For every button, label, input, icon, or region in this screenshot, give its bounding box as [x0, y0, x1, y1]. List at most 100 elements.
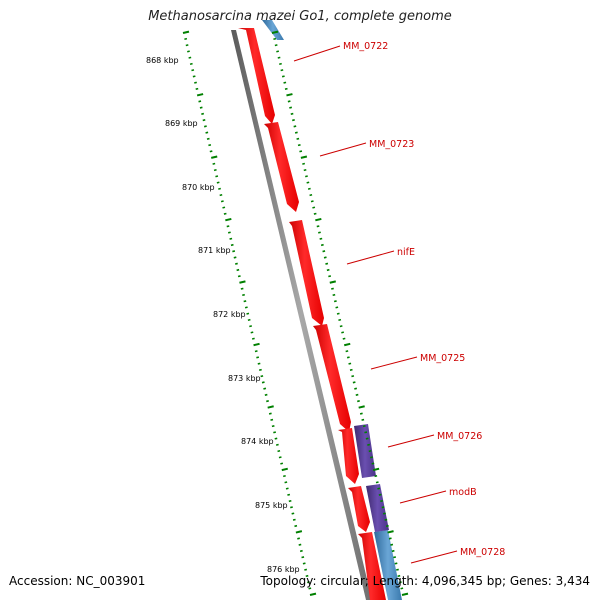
right-ruler-minor-tick [274, 44, 278, 47]
left-ruler-minor-tick [187, 50, 190, 53]
right-ruler-minor-tick [346, 356, 350, 359]
right-ruler-minor-tick [384, 518, 388, 521]
map-title: Methanosarcina mazei Go1, complete genom… [148, 9, 452, 24]
right-ruler-minor-tick [318, 231, 321, 234]
left-ruler-minor-tick [219, 193, 223, 197]
right-ruler-minor-tick [328, 275, 332, 278]
left-ruler-minor-tick [236, 268, 240, 272]
right-ruler-minor-tick [338, 318, 342, 322]
right-ruler-major-tick [372, 467, 380, 472]
left-ruler-minor-tick [206, 137, 210, 140]
right-ruler-minor-tick [273, 37, 277, 41]
right-ruler-minor-tick [396, 568, 399, 571]
right-ruler-minor-tick [297, 144, 301, 147]
gene-label-mm-0728: MM_0728 [460, 547, 505, 558]
right-ruler-major-tick [329, 280, 337, 284]
right-ruler-minor-tick [320, 243, 324, 247]
left-ruler-minor-tick [260, 375, 264, 378]
left-ruler-minor-tick [302, 562, 306, 565]
right-ruler-minor-tick [310, 200, 314, 203]
left-ruler-minor-tick [275, 443, 279, 446]
left-ruler-minor-tick [247, 318, 251, 322]
right-ruler-minor-tick [309, 193, 313, 197]
connector-mm-0725 [370, 356, 418, 370]
left-ruler-minor-tick [298, 543, 302, 546]
gene-arrow-nife [289, 220, 324, 326]
right-ruler-minor-tick [296, 137, 300, 140]
right-ruler-minor-tick [281, 75, 285, 78]
left-ruler-minor-tick [209, 150, 213, 153]
left-ruler-minor-tick [192, 75, 196, 78]
right-ruler-minor-tick [323, 256, 327, 259]
left-ruler-minor-tick [188, 56, 192, 59]
left-ruler-major-tick [267, 405, 274, 409]
left-ruler-minor-tick [218, 187, 221, 190]
genome-summary-text: Topology: circular; Length: 4,096,345 bp… [260, 574, 590, 588]
right-ruler-minor-tick [293, 125, 297, 128]
gene-purple-mm-0726 [354, 424, 376, 478]
left-ruler-minor-tick [294, 524, 298, 528]
right-ruler-minor-tick [339, 325, 343, 328]
right-ruler-major-tick [358, 405, 365, 409]
left-ruler-minor-tick [195, 87, 199, 90]
left-ruler-minor-tick [251, 337, 255, 340]
gene-label-modb: modB [449, 487, 477, 498]
right-ruler-minor-tick [335, 306, 339, 309]
right-ruler-minor-tick [390, 543, 394, 546]
right-ruler-minor-tick [279, 62, 282, 66]
right-ruler-minor-tick [336, 312, 340, 315]
left-ruler-minor-tick [263, 387, 267, 390]
gene-label-nife: nifE [397, 247, 415, 258]
gene-blue-top [262, 20, 284, 40]
right-ruler-minor-tick [385, 524, 389, 528]
left-ruler-major-tick [253, 342, 260, 347]
right-ruler-minor-tick [371, 462, 375, 465]
left-ruler-minor-tick [229, 237, 233, 240]
left-ruler-minor-tick [215, 175, 219, 178]
left-ruler-minor-tick [305, 574, 309, 578]
right-ruler-minor-tick [345, 350, 349, 353]
right-ruler-minor-tick [302, 162, 306, 165]
kbp-label: 871 kbp [198, 246, 231, 255]
gene-label-connectors [293, 45, 458, 564]
right-ruler-minor-tick [381, 506, 385, 509]
right-ruler-minor-tick [362, 425, 366, 428]
right-ruler-minor-tick [342, 337, 346, 340]
left-ruler-minor-tick [201, 112, 205, 115]
left-ruler-minor-tick [270, 418, 274, 421]
tick-ruler-left [182, 30, 317, 596]
right-ruler-minor-tick [364, 431, 368, 434]
right-ruler-minor-tick [361, 418, 365, 421]
right-ruler-minor-tick [284, 87, 288, 90]
left-ruler-minor-tick [189, 62, 193, 66]
left-ruler-minor-tick [283, 474, 286, 478]
gene-arrow-mm-0723 [264, 122, 299, 212]
right-ruler-minor-tick [319, 237, 323, 240]
right-ruler-minor-tick [306, 181, 310, 184]
right-ruler-minor-tick [299, 150, 303, 153]
left-ruler-minor-tick [304, 568, 308, 571]
left-ruler-major-tick [281, 467, 289, 472]
right-ruler-minor-tick [352, 381, 356, 384]
left-ruler-minor-tick [203, 125, 207, 128]
gene-arrow-mm-0726 [338, 428, 359, 484]
right-ruler-minor-tick [316, 225, 320, 228]
left-ruler-minor-tick [233, 256, 237, 259]
right-ruler-minor-tick [341, 331, 345, 334]
right-ruler-minor-tick [312, 206, 316, 209]
left-ruler-minor-tick [242, 293, 245, 297]
left-ruler-major-tick [182, 30, 190, 34]
right-ruler-minor-tick [313, 212, 317, 215]
right-ruler-minor-tick [378, 493, 382, 496]
left-ruler-minor-tick [227, 231, 231, 234]
left-ruler-minor-tick [250, 331, 254, 334]
right-ruler-minor-tick [290, 112, 294, 115]
left-ruler-minor-tick [198, 100, 202, 103]
left-ruler-major-tick [210, 155, 218, 159]
right-ruler-minor-tick [354, 387, 358, 390]
left-ruler-major-tick [309, 592, 317, 596]
left-ruler-minor-tick [249, 325, 253, 328]
left-ruler-minor-tick [297, 537, 300, 540]
left-ruler-minor-tick [301, 556, 305, 559]
right-ruler-minor-tick [305, 175, 308, 178]
